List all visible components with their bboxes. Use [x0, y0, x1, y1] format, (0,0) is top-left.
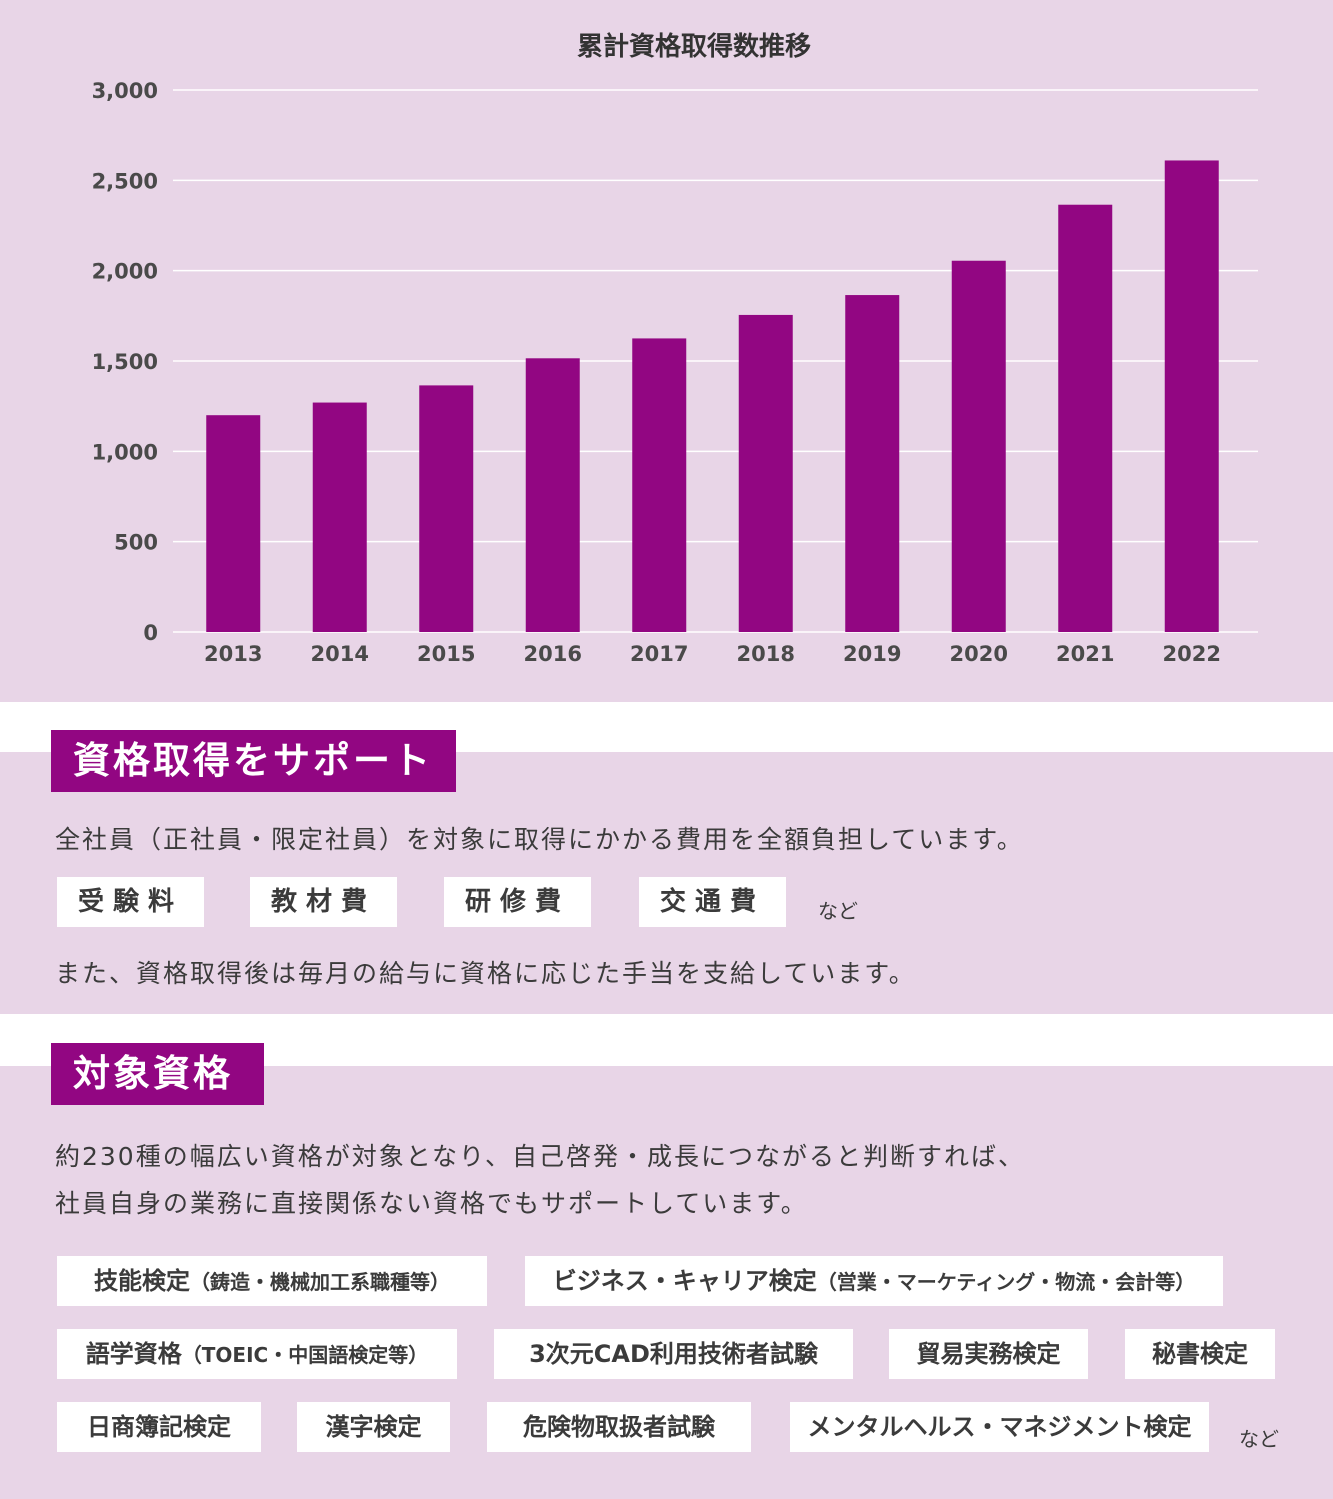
target-heading: 対象資格: [51, 1043, 264, 1105]
bar-chart: 累計資格取得数推移 0 500 1,000 1,500 2,000 2,500 3,000 20…: [92, 31, 1258, 666]
x-tick-label: 2015: [417, 642, 475, 666]
qualification-3d-cad: 3次元CAD利用技術者試験: [494, 1329, 853, 1379]
x-tick-label: 2020: [950, 642, 1008, 666]
qualification-language-label: 語学資格: [85, 1340, 182, 1368]
bar: [632, 338, 687, 632]
support-etc: など: [818, 899, 858, 923]
bar: [206, 415, 261, 632]
qualification-mental-health: メンタルヘルス・マネジメント検定: [790, 1402, 1209, 1452]
bar: [845, 295, 900, 632]
qualification-kanji: 漢字検定: [297, 1402, 450, 1452]
y-tick-label: 500: [114, 531, 158, 555]
bar: [738, 314, 793, 632]
bar: [1164, 160, 1219, 632]
x-tick-label: 2014: [311, 642, 369, 666]
y-tick-label: 2,500: [92, 169, 158, 193]
y-tick-label: 3,000: [92, 79, 158, 103]
tag-travel-cost: 交通費: [639, 877, 786, 927]
qualification-skill-test-detail: （鋳造・機械加工系職種等）: [190, 1270, 450, 1294]
qualification-skill-test: 技能検定（鋳造・機械加工系職種等）: [57, 1256, 487, 1306]
qualification-language-detail: （TOEIC・中国語検定等）: [181, 1343, 429, 1367]
bar: [525, 358, 580, 632]
target-etc: など: [1239, 1427, 1279, 1451]
tag-material-cost: 教材費: [250, 877, 397, 927]
x-tick-label: 2021: [1056, 642, 1114, 666]
y-tick-label: 1,500: [92, 350, 158, 374]
tag-training-cost: 研修費: [444, 877, 591, 927]
x-tick-label: 2019: [843, 642, 901, 666]
qualification-hazardous-materials: 危険物取扱者試験: [487, 1402, 751, 1452]
x-tick-label: 2017: [630, 642, 688, 666]
x-tick-label: 2018: [737, 642, 795, 666]
qualification-business-career-detail: （営業・マーケティング・物流・会計等）: [816, 1270, 1196, 1294]
qualification-bookkeeping: 日商簿記検定: [57, 1402, 261, 1452]
chart-title: 累計資格取得数推移: [577, 31, 811, 62]
x-tick-label: 2013: [204, 642, 262, 666]
x-tick-label: 2016: [524, 642, 582, 666]
qualification-skill-test-label: 技能検定: [94, 1267, 190, 1295]
qualification-business-career: ビジネス・キャリア検定（営業・マーケティング・物流・会計等）: [525, 1256, 1223, 1306]
tag-exam-fee: 受験料: [57, 877, 204, 927]
bar: [312, 402, 367, 632]
y-tick-label: 0: [143, 621, 158, 645]
support-description: 全社員（正社員・限定社員）を対象に取得にかかる費用を全額負担しています。: [55, 825, 1024, 854]
qualification-trade: 貿易実務検定: [889, 1329, 1088, 1379]
qualification-business-career-label: ビジネス・キャリア検定: [552, 1267, 817, 1295]
x-tick-label: 2022: [1163, 642, 1221, 666]
target-description-line2: 社員自身の業務に直接関係ない資格でもサポートしています。: [55, 1189, 808, 1218]
chart-panel: 累計資格取得数推移 0 500 1,000 1,500 2,000 2,500 3,000 20…: [0, 0, 1333, 702]
y-tick-label: 2,000: [92, 260, 158, 284]
y-tick-label: 1,000: [92, 440, 158, 464]
allowance-text: また、資格取得後は毎月の給与に資格に応じた手当を支給しています。: [55, 959, 916, 988]
bar: [951, 260, 1006, 632]
bar: [419, 385, 474, 632]
qualification-secretary: 秘書検定: [1125, 1329, 1275, 1379]
support-heading: 資格取得をサポート: [51, 730, 456, 792]
bar: [1058, 204, 1113, 632]
qualification-language: 語学資格（TOEIC・中国語検定等）: [57, 1329, 457, 1379]
target-description-line1: 約230種の幅広い資格が対象となり、自己啓発・成長につながると判断すれば、: [55, 1142, 1025, 1171]
